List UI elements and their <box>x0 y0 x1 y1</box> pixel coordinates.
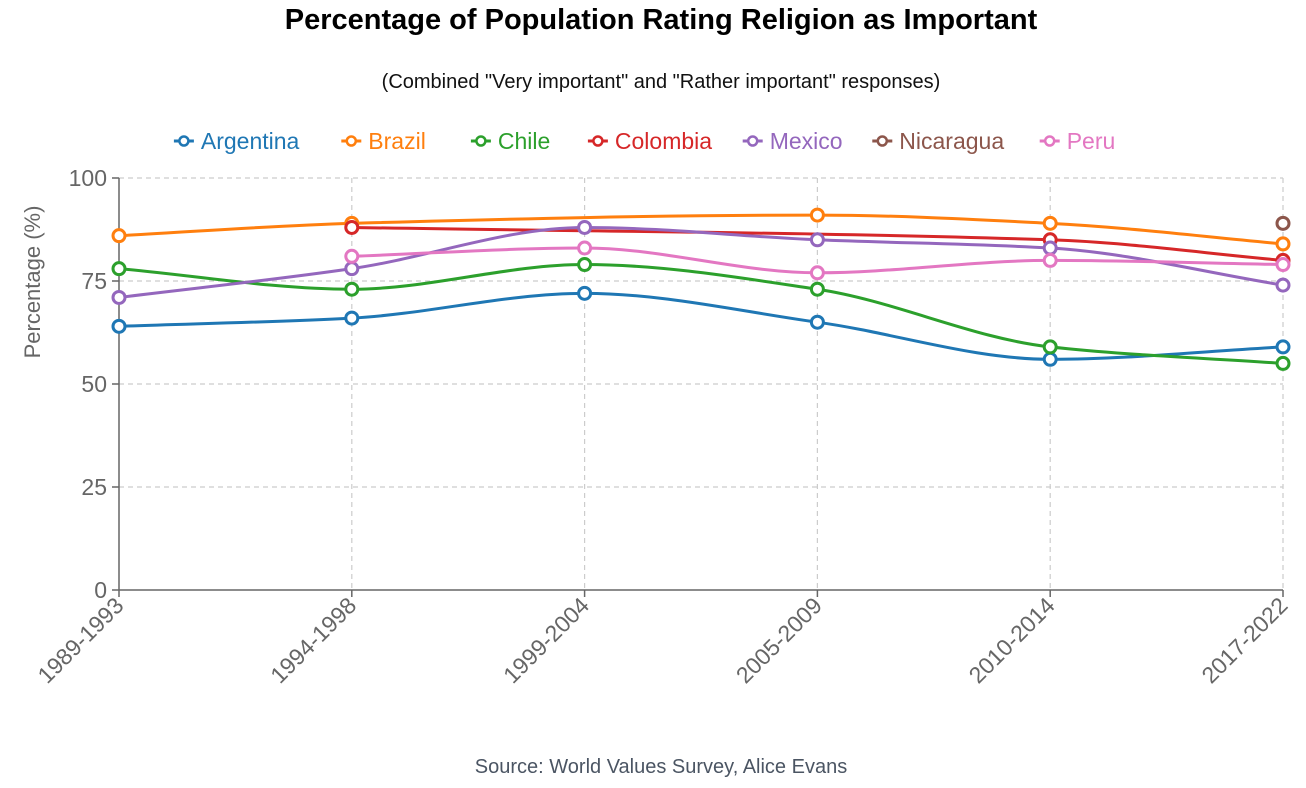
data-point-peru <box>344 248 360 264</box>
chart-title: Percentage of Population Rating Religion… <box>284 4 1038 36</box>
data-point-chile <box>1042 339 1058 355</box>
legend-label: Brazil <box>368 128 426 154</box>
legend-marker <box>345 135 358 147</box>
legend-marker <box>178 135 190 147</box>
data-point-mexico <box>809 232 825 248</box>
legend-item-chile: Chile <box>470 128 550 154</box>
legend-item-peru: Peru <box>1039 128 1116 154</box>
data-point-peru <box>577 240 593 256</box>
data-point-brazil <box>809 207 825 223</box>
legend-marker <box>592 135 604 147</box>
legend-marker <box>876 135 889 147</box>
legend: Argentina Brazil Chile Colombia Mexico Nicara… <box>173 128 1116 154</box>
legend-item-mexico: Mexico <box>742 128 843 154</box>
data-point-argentina <box>111 318 127 334</box>
data-point-peru <box>1275 257 1291 273</box>
data-point-brazil <box>111 228 127 244</box>
grid <box>119 177 1284 590</box>
chart-subtitle: (Combined "Very important" and "Rather i… <box>381 71 941 93</box>
series-line-brazil <box>118 213 1284 246</box>
x-tick-label: 1994-1998 <box>265 592 361 688</box>
legend-label: Peru <box>1067 128 1116 154</box>
legend-item-brazil: Brazil <box>341 128 426 154</box>
data-point-brazil <box>1042 215 1058 231</box>
legend-item-nicaragua: Nicaragua <box>872 128 1004 154</box>
data-point-argentina <box>1275 339 1291 355</box>
y-tick-label: 75 <box>81 268 107 294</box>
data-point-chile <box>577 257 593 273</box>
chart-source: Source: World Values Survey, Alice Evans <box>474 756 848 778</box>
data-point-chile <box>111 261 127 277</box>
x-tick-label: 1999-2004 <box>498 592 594 688</box>
y-tick-label: 50 <box>81 371 107 397</box>
x-tick-label: 2017-2022 <box>1196 592 1292 688</box>
data-point-nicaragua <box>1275 215 1291 231</box>
data-point-argentina <box>809 314 825 330</box>
data-point-mexico <box>1275 277 1291 293</box>
y-tick-label: 100 <box>69 165 107 191</box>
series-line-chile <box>118 263 1284 365</box>
legend-marker <box>746 135 759 147</box>
legend-marker <box>1043 135 1056 147</box>
data-point-mexico <box>1042 240 1058 256</box>
data-point-mexico <box>577 219 593 235</box>
data-point-argentina <box>1042 351 1058 367</box>
series-line-argentina <box>118 291 1284 361</box>
data-point-mexico <box>344 261 360 277</box>
data-point-chile <box>344 281 360 297</box>
x-tick-label: 2005-2009 <box>731 592 827 688</box>
data-point-argentina <box>344 310 360 326</box>
legend-label: Colombia <box>615 128 712 154</box>
data-point-argentina <box>577 285 593 301</box>
x-tick-label: 1989-1993 <box>32 592 128 688</box>
series-group <box>111 207 1291 371</box>
data-point-peru <box>809 265 825 281</box>
legend-marker <box>475 135 487 147</box>
legend-label: Chile <box>498 128 550 154</box>
legend-label: Mexico <box>770 128 843 154</box>
data-point-brazil <box>1275 236 1291 252</box>
legend-label: Nicaragua <box>899 128 1004 154</box>
legend-label: Argentina <box>201 128 300 154</box>
legend-item-argentina: Argentina <box>173 128 300 154</box>
data-point-chile <box>1275 355 1291 371</box>
data-point-peru <box>1042 252 1058 268</box>
x-tick-label: 2010-2014 <box>964 592 1060 688</box>
y-tick-label: 0 <box>94 577 107 603</box>
y-axis-title: Percentage (%) <box>20 206 45 359</box>
data-point-colombia <box>344 219 360 235</box>
data-point-mexico <box>111 289 127 305</box>
y-tick-label: 25 <box>81 474 107 500</box>
series-line-mexico <box>118 225 1284 299</box>
legend-item-colombia: Colombia <box>587 128 712 154</box>
series-line-colombia <box>351 225 1284 262</box>
data-point-chile <box>809 281 825 297</box>
